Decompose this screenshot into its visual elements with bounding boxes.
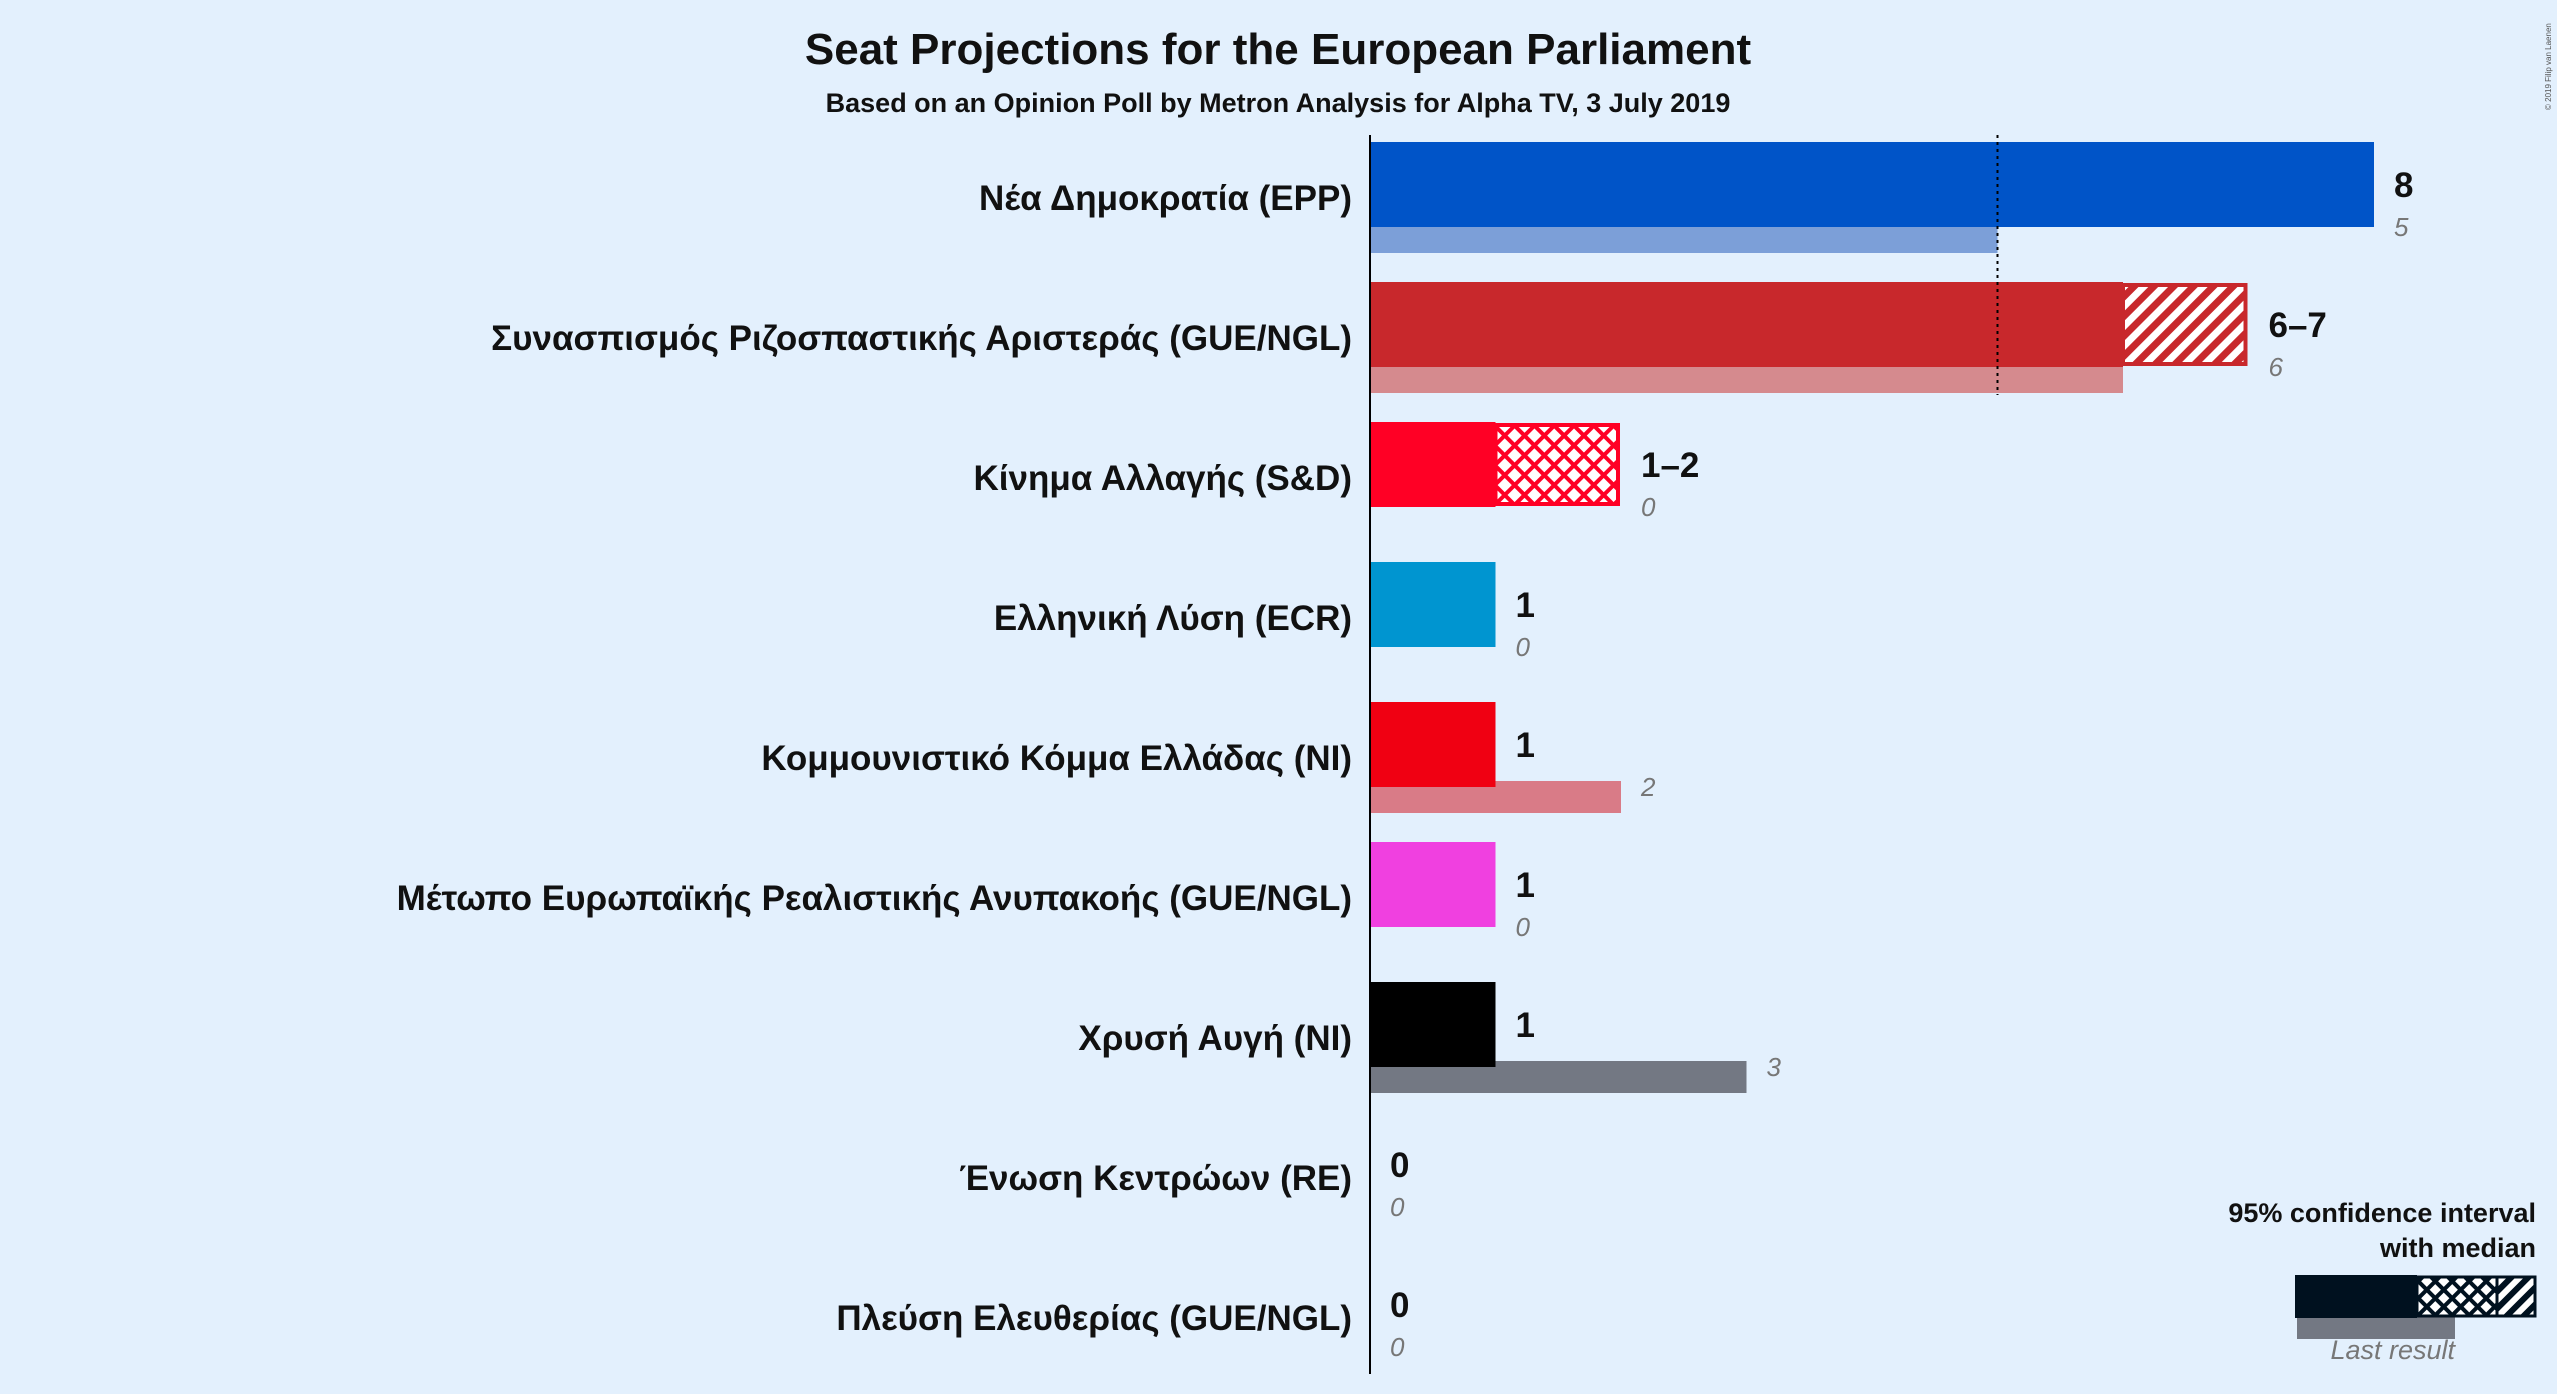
median-bar xyxy=(1370,562,1496,647)
legend-last-result: Last result xyxy=(2330,1335,2456,1365)
legend-line-1: 95% confidence interval xyxy=(2228,1198,2536,1228)
legend-median-bar xyxy=(2295,1275,2417,1318)
party-row: Συνασπισμός Ριζοσπαστικής Αριστεράς (GUE… xyxy=(491,282,2327,393)
seat-value-label: 1 xyxy=(1516,726,1535,765)
median-bar xyxy=(1370,142,2374,227)
confidence-interval-bar xyxy=(1493,423,1620,506)
median-bar xyxy=(1370,982,1496,1067)
median-bar xyxy=(1370,842,1496,927)
party-row: Ένωση Κεντρώων (RE) 0 0 xyxy=(959,1146,1409,1222)
bars-group: Νέα Δημοκρατία (EPP) 8 5 Συνασπισμός Ριζοσπ… xyxy=(397,135,2413,1362)
party-row: Κομμουνιστικό Κόμμα Ελλάδας (NI) 1 2 xyxy=(761,702,1656,813)
confidence-interval-bar xyxy=(2121,283,2248,366)
party-label: Κομμουνιστικό Κόμμα Ελλάδας (NI) xyxy=(761,739,1352,778)
last-result-label: 5 xyxy=(2394,212,2409,242)
last-result-label: 0 xyxy=(1516,632,1531,662)
seat-value-label: 1–2 xyxy=(1641,446,1699,485)
seat-value-label: 0 xyxy=(1390,1286,1409,1325)
party-row: Χρυσή Αυγή (NI) 1 3 xyxy=(1078,982,1782,1093)
legend: 95% confidence interval with median Last r… xyxy=(2228,1198,2537,1365)
last-result-label: 2 xyxy=(1640,772,1656,802)
seat-value-label: 0 xyxy=(1390,1146,1409,1185)
chart-subtitle: Based on an Opinion Poll by Metron Analy… xyxy=(826,88,1731,118)
party-label: Νέα Δημοκρατία (EPP) xyxy=(979,179,1352,218)
chart-title: Seat Projections for the European Parlia… xyxy=(805,25,1752,74)
party-label: Κίνημα Αλλαγής (S&D) xyxy=(974,459,1352,498)
party-label: Συνασπισμός Ριζοσπαστικής Αριστεράς (GUE… xyxy=(491,319,1352,358)
median-bar xyxy=(1370,702,1496,787)
last-result-label: 6 xyxy=(2269,352,2284,382)
party-row: Ελληνική Λύση (ECR) 1 0 xyxy=(994,562,1535,662)
seat-value-label: 8 xyxy=(2394,166,2413,205)
party-label: Ένωση Κεντρώων (RE) xyxy=(959,1159,1352,1198)
party-row: Μέτωπο Ευρωπαϊκής Ρεαλιστικής Ανυπακοής … xyxy=(397,842,1535,942)
last-result-label: 3 xyxy=(1767,1052,1782,1082)
seat-value-label: 1 xyxy=(1516,1006,1535,1045)
median-bar xyxy=(1370,282,2123,367)
legend-ci-hatch xyxy=(2495,1275,2537,1318)
seat-value-label: 6–7 xyxy=(2269,306,2327,345)
party-label: Μέτωπο Ευρωπαϊκής Ρεαλιστικής Ανυπακοής … xyxy=(397,879,1352,918)
party-label: Πλεύση Ελευθερίας (GUE/NGL) xyxy=(836,1299,1352,1338)
seat-value-label: 1 xyxy=(1516,586,1535,625)
last-result-label: 0 xyxy=(1641,492,1656,522)
last-result-label: 0 xyxy=(1390,1332,1405,1362)
median-bar xyxy=(1370,422,1496,507)
legend-line-2: with median xyxy=(2379,1233,2536,1263)
legend-ci-cross xyxy=(2415,1275,2499,1318)
party-row: Πλεύση Ελευθερίας (GUE/NGL) 0 0 xyxy=(836,1286,1409,1362)
copyright: © 2019 Filip van Laenen xyxy=(2544,23,2553,110)
party-label: Χρυσή Αυγή (NI) xyxy=(1078,1019,1352,1058)
last-result-label: 0 xyxy=(1516,912,1531,942)
party-row: Κίνημα Αλλαγής (S&D) 1–2 0 xyxy=(974,422,1699,522)
seat-value-label: 1 xyxy=(1516,866,1535,905)
party-row: Νέα Δημοκρατία (EPP) 8 5 xyxy=(979,142,2413,253)
last-result-label: 0 xyxy=(1390,1192,1405,1222)
party-label: Ελληνική Λύση (ECR) xyxy=(994,599,1352,638)
